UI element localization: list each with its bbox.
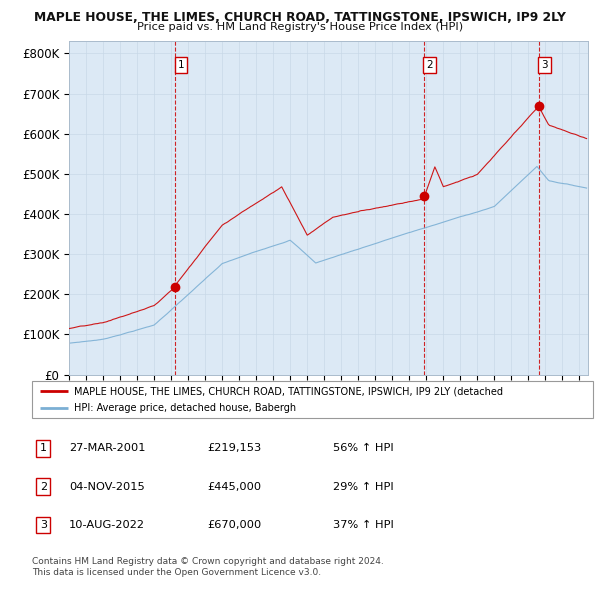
Text: HPI: Average price, detached house, Babergh: HPI: Average price, detached house, Babe… (74, 403, 296, 413)
Text: 56% ↑ HPI: 56% ↑ HPI (333, 444, 394, 453)
Text: 29% ↑ HPI: 29% ↑ HPI (333, 482, 394, 491)
Text: 3: 3 (40, 520, 47, 530)
Text: 1: 1 (40, 444, 47, 453)
Text: MAPLE HOUSE, THE LIMES, CHURCH ROAD, TATTINGSTONE, IPSWICH, IP9 2LY: MAPLE HOUSE, THE LIMES, CHURCH ROAD, TAT… (34, 11, 566, 24)
Text: 1: 1 (178, 60, 184, 70)
Text: 3: 3 (541, 60, 548, 70)
Text: Contains HM Land Registry data © Crown copyright and database right 2024.: Contains HM Land Registry data © Crown c… (32, 558, 383, 566)
Text: This data is licensed under the Open Government Licence v3.0.: This data is licensed under the Open Gov… (32, 568, 321, 577)
Text: Price paid vs. HM Land Registry's House Price Index (HPI): Price paid vs. HM Land Registry's House … (137, 22, 463, 32)
Text: £670,000: £670,000 (207, 520, 261, 530)
Text: 2: 2 (40, 482, 47, 491)
Text: £219,153: £219,153 (207, 444, 261, 453)
Text: 10-AUG-2022: 10-AUG-2022 (69, 520, 145, 530)
Text: £445,000: £445,000 (207, 482, 261, 491)
Text: 27-MAR-2001: 27-MAR-2001 (69, 444, 146, 453)
Text: 37% ↑ HPI: 37% ↑ HPI (333, 520, 394, 530)
Text: MAPLE HOUSE, THE LIMES, CHURCH ROAD, TATTINGSTONE, IPSWICH, IP9 2LY (detached: MAPLE HOUSE, THE LIMES, CHURCH ROAD, TAT… (74, 386, 503, 396)
Text: 2: 2 (426, 60, 433, 70)
Text: 04-NOV-2015: 04-NOV-2015 (69, 482, 145, 491)
